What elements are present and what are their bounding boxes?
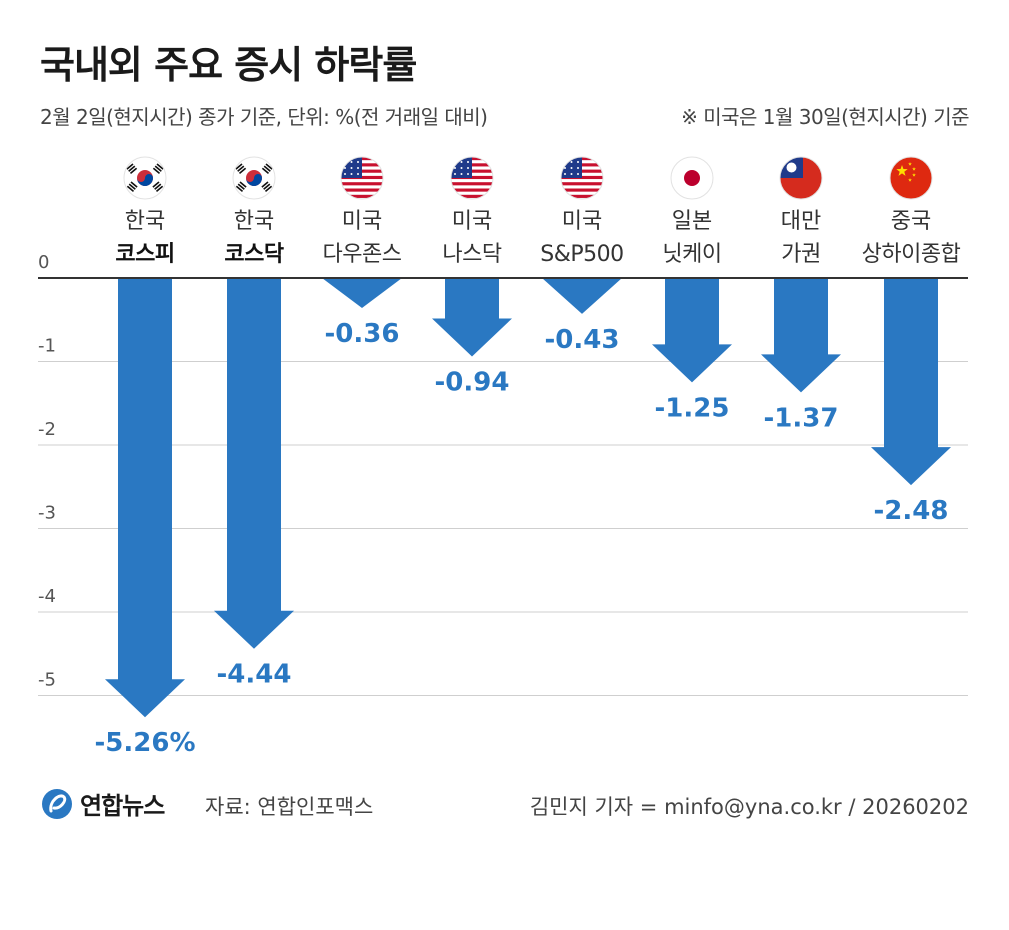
korea-flag-icon (232, 156, 276, 200)
y-tick-label: -2 (38, 419, 56, 440)
bar-arrow (652, 278, 732, 383)
category-label-index: 상하이종합 (862, 242, 961, 267)
category-label-country: 중국 (891, 209, 931, 234)
korea-flag-icon (123, 156, 167, 200)
chart-title: 국내외 주요 증시 하락률 (40, 43, 417, 87)
y-tick-label: 0 (38, 252, 49, 273)
china-flag-icon (889, 156, 933, 200)
category-label-index: 나스닥 (442, 242, 501, 267)
category-label-country: 대만 (781, 209, 821, 234)
category-label-country: 한국 (234, 209, 274, 234)
y-tick-label: -4 (38, 586, 56, 607)
source-text: 자료: 연합인포맥스 (205, 795, 374, 819)
taiwan-flag-icon (779, 156, 823, 200)
japan-flag-icon (670, 156, 714, 200)
chart-subtitle: 2월 2일(현지시간) 종가 기준, 단위: %(전 거래일 대비) (40, 105, 488, 129)
category-label-index: 코스피 (115, 242, 174, 267)
data-label: -5.26% (95, 728, 196, 758)
category-label-index: 닛케이 (662, 242, 721, 267)
usa-flag-icon (450, 156, 494, 200)
credit-text: 김민지 기자 = minfo@yna.co.kr / 20260202 (529, 795, 969, 819)
y-tick-label: -3 (38, 503, 56, 524)
y-tick-label: -1 (38, 336, 56, 357)
category-label-index: 다우존스 (323, 242, 402, 267)
yonhap-logo: 연합뉴스 (40, 786, 165, 821)
category-label-index: 가권 (781, 242, 820, 267)
bar-arrow (214, 278, 294, 649)
data-label: -1.37 (764, 403, 839, 433)
logo-text: 연합뉴스 (80, 792, 165, 820)
category-label-index: 코스닥 (224, 242, 283, 267)
bar-arrow (761, 278, 841, 393)
category-label-country: 미국 (342, 209, 382, 234)
bar-arrow (105, 278, 185, 718)
category-label-country: 미국 (452, 209, 492, 234)
data-label: -0.36 (325, 319, 400, 349)
category-label-country: 일본 (672, 209, 712, 234)
category-label-country: 한국 (125, 209, 165, 234)
bar-arrow (432, 278, 512, 357)
category-label-country: 미국 (562, 209, 602, 234)
data-label: -1.25 (655, 393, 730, 423)
usa-flag-icon (560, 156, 604, 200)
data-label: -4.44 (217, 660, 292, 690)
category-label-index: S&P500 (540, 242, 623, 267)
data-label: -0.43 (545, 325, 620, 355)
usa-flag-icon (340, 156, 384, 200)
bar-arrow (871, 278, 951, 486)
bar-arrow (542, 278, 622, 314)
bar-arrow (322, 278, 402, 309)
yonhap-logo-icon (42, 788, 72, 819)
data-label: -0.94 (435, 367, 510, 397)
data-label: -2.48 (874, 496, 949, 526)
y-tick-label: -5 (38, 670, 56, 691)
chart-note: ※ 미국은 1월 30일(현지시간) 기준 (681, 105, 969, 129)
